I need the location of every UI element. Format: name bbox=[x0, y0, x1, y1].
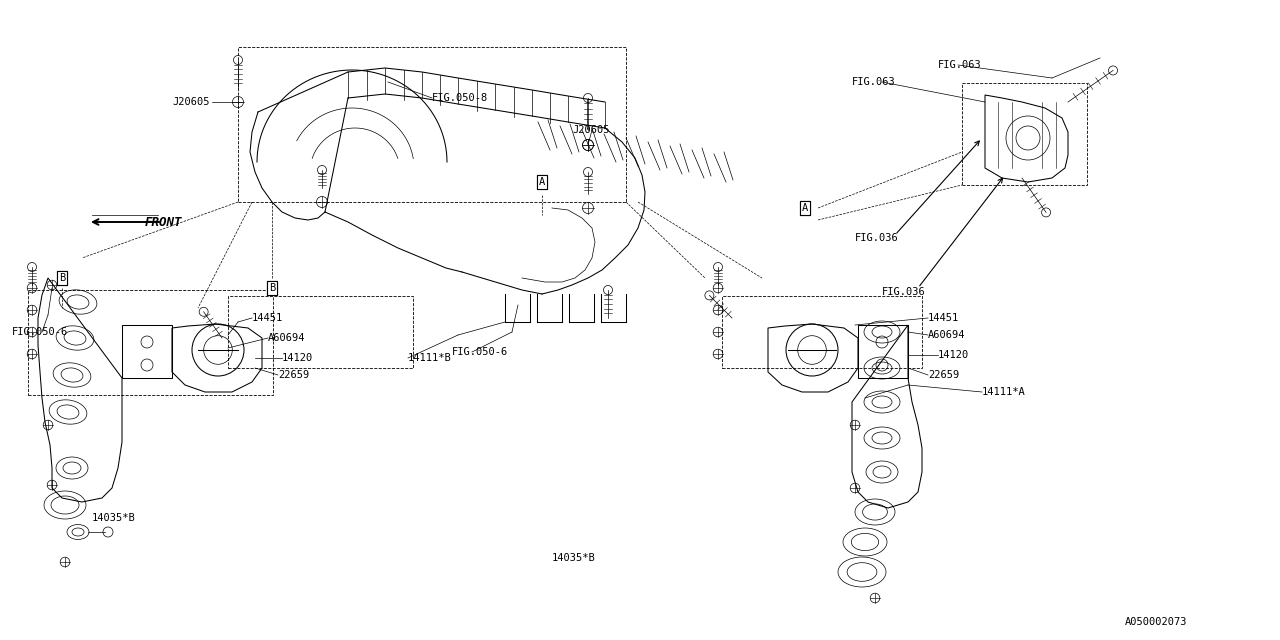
Text: 22659: 22659 bbox=[928, 370, 959, 380]
Text: 14035*B: 14035*B bbox=[92, 513, 136, 523]
Text: A: A bbox=[539, 177, 545, 187]
Text: B: B bbox=[59, 273, 65, 283]
Text: 22659: 22659 bbox=[278, 370, 310, 380]
Text: J20605: J20605 bbox=[572, 125, 609, 135]
Text: FIG.036: FIG.036 bbox=[882, 287, 925, 297]
Text: A60694: A60694 bbox=[268, 333, 306, 343]
Bar bbox=[28, 290, 273, 395]
Text: B: B bbox=[269, 283, 275, 293]
Text: 14120: 14120 bbox=[938, 350, 969, 360]
Text: FRONT: FRONT bbox=[145, 216, 183, 228]
Text: J20605: J20605 bbox=[172, 97, 210, 107]
Text: 14035*B: 14035*B bbox=[552, 553, 595, 563]
Text: B: B bbox=[59, 273, 65, 283]
Bar bbox=[238, 47, 626, 202]
Text: A: A bbox=[539, 177, 545, 187]
Text: A: A bbox=[801, 203, 808, 213]
Text: A60694: A60694 bbox=[928, 330, 965, 340]
Text: FIG.063: FIG.063 bbox=[852, 77, 896, 87]
Text: FIG.063: FIG.063 bbox=[938, 60, 982, 70]
Text: 14111*A: 14111*A bbox=[982, 387, 1025, 397]
Text: FIG.050-8: FIG.050-8 bbox=[433, 93, 488, 103]
Text: 14451: 14451 bbox=[252, 313, 283, 323]
Text: 14111*B: 14111*B bbox=[408, 353, 452, 363]
Text: A050002073: A050002073 bbox=[1125, 617, 1188, 627]
Text: A: A bbox=[801, 203, 808, 213]
Text: FIG.050-6: FIG.050-6 bbox=[12, 327, 68, 337]
Text: 14451: 14451 bbox=[928, 313, 959, 323]
Bar bbox=[722, 296, 922, 368]
Bar bbox=[228, 296, 413, 368]
Text: FIG.050-6: FIG.050-6 bbox=[452, 347, 508, 357]
Bar bbox=[963, 83, 1087, 185]
Text: B: B bbox=[269, 283, 275, 293]
Text: FIG.036: FIG.036 bbox=[855, 233, 899, 243]
Text: 14120: 14120 bbox=[282, 353, 314, 363]
